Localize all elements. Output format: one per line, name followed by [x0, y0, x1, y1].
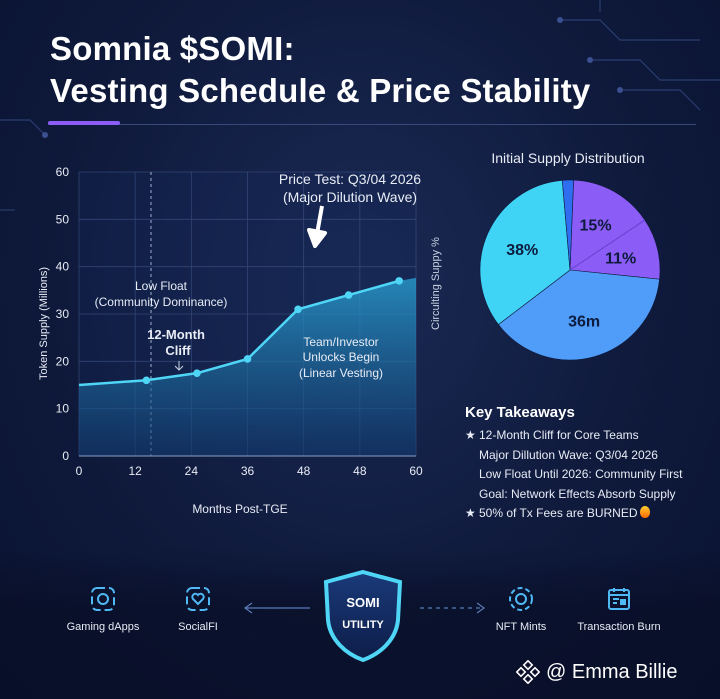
y-tick-label: 0 [62, 449, 69, 463]
annotation-cliff-1: 12-Month [147, 327, 205, 342]
x-tick-label: 48 [353, 464, 367, 478]
star-icon: ★ [465, 506, 476, 520]
annotation-team-2: Unlocks Begin [303, 350, 380, 364]
takeaway-item: Low Float Until 2026: Community First [479, 467, 683, 481]
utility-burn-label: Transaction Burn [577, 621, 661, 633]
fire-icon [639, 506, 650, 518]
somi-utility-badge: SOMI UTILITY [320, 592, 406, 636]
title-line-1: Somnia $SOMI: [50, 30, 295, 67]
x-axis-label: Months Post-TGE [192, 502, 287, 516]
annotation-price-test-2: (Major Dilution Wave) [283, 189, 417, 205]
pie-slice-label: 11% [605, 250, 636, 267]
pie-slice-label: 15% [580, 217, 612, 234]
title-accent-bar [48, 121, 120, 125]
pie-slice-label: 38% [506, 242, 538, 259]
key-takeaways-title: Key Takeaways [465, 404, 575, 421]
pie-chart-title: Initial Supply Distribution [491, 150, 645, 166]
pie-axis-label: Circulting Suppy % [430, 237, 442, 330]
utility-nft-label: NFT Mints [495, 621, 547, 633]
supply-line-chart: 0 10 20 30 40 50 60 0 12 24 36 48 48 60 Token Supply… [38, 165, 423, 516]
data-point [243, 355, 252, 363]
utility-gaming-label: Gaming dApps [66, 621, 140, 633]
pie-slice [497, 269, 660, 361]
star-icon: ★ [465, 428, 476, 442]
annotation-low-float-2: (Community Dominance) [95, 295, 228, 309]
utility-socialfi: SocialFI [143, 585, 253, 633]
y-tick-label: 40 [56, 260, 70, 274]
data-point [395, 277, 403, 285]
shield-icon [323, 569, 403, 663]
takeaway-item: Goal: Network Effects Absorb Supply [479, 486, 676, 501]
somi-utility-subtitle: UTILITY [342, 619, 384, 631]
y-tick-label: 20 [56, 354, 70, 368]
gaming-icon [91, 587, 115, 611]
takeaway-item: ★ 50% of Tx Fees are BURNED [465, 504, 682, 524]
x-tick-label: 48 [297, 464, 311, 478]
burn-icon [608, 588, 630, 610]
x-tick-label: 0 [76, 464, 83, 478]
annotation-low-float-1: Low Float [135, 279, 188, 293]
utility-socialfi-label: SocialFI [178, 621, 218, 633]
annotation-cliff-2: Cliff [165, 343, 191, 358]
title-line-2: Vesting Schedule & Price Stability [50, 72, 591, 109]
utility-gaming: Gaming dApps [48, 585, 158, 633]
annotation-team-1: Team/Investor [303, 335, 378, 349]
y-tick-label: 60 [56, 165, 70, 179]
somi-utility-title: SOMI [346, 595, 380, 610]
price-test-arrow-icon [307, 205, 327, 248]
annotation-team-3: (Linear Vesting) [299, 366, 383, 380]
utility-connectors [243, 602, 486, 614]
takeaway-item: ★ 12-Month Cliff for Core Teams [465, 426, 682, 446]
y-axis-label: Token Supply (Millions) [38, 267, 50, 380]
author-watermark: @ Emma Billie [516, 660, 677, 684]
pie-slice [479, 180, 571, 325]
social-icon [186, 587, 210, 611]
data-point [294, 305, 302, 314]
x-tick-label: 24 [185, 464, 199, 478]
watermark-text: @ Emma Billie [546, 660, 678, 683]
data-point [142, 376, 151, 385]
annotation-price-test-1: Price Test: Q3/04 2026 [279, 171, 421, 187]
utility-nft-mints: NFT Mints [466, 585, 576, 633]
key-takeaways-list: ★ 12-Month Cliff for Core Teams Major Dil… [465, 426, 682, 524]
binance-logo-icon [516, 660, 540, 684]
pie-slice-divider [569, 219, 646, 271]
data-point [193, 369, 201, 377]
x-tick-label: 60 [409, 464, 423, 478]
supply-area [79, 277, 416, 456]
x-tick-label: 36 [241, 464, 255, 478]
y-tick-label: 30 [56, 307, 70, 321]
cliff-arrow-icon [174, 361, 184, 371]
page-title: Somnia $SOMI: Vesting Schedule & Price S… [50, 28, 590, 112]
pie-slice [569, 179, 646, 271]
pie-slice [561, 179, 574, 271]
x-tick-label: 12 [128, 464, 142, 478]
data-point [344, 291, 353, 299]
takeaway-item: Major Dillution Wave: Q3/04 2026 [479, 447, 658, 462]
y-tick-label: 10 [56, 402, 70, 416]
pie-slice-label: 36m [568, 313, 600, 330]
utility-transaction-burn: Transaction Burn [564, 585, 674, 633]
y-tick-label: 50 [56, 212, 70, 226]
nft-icon [509, 587, 533, 611]
title-divider [48, 124, 696, 125]
supply-pie-chart: 15% 11% 36m 38% [479, 179, 661, 361]
